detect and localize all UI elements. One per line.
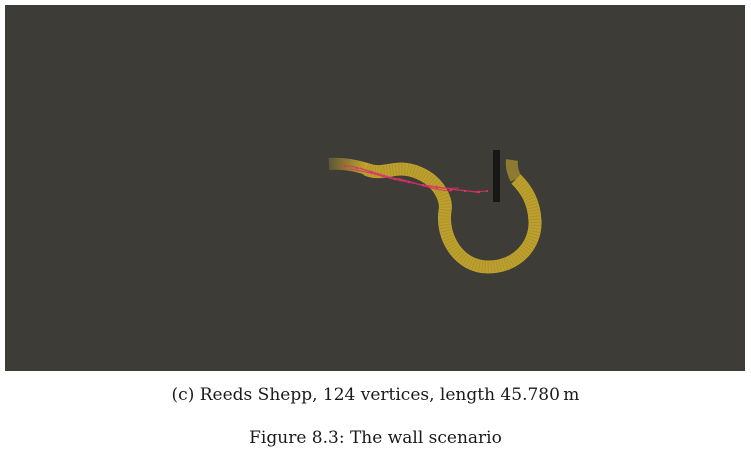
vehicle-path-texture [363,163,541,273]
wall-obstacle [493,150,500,202]
scenario-plot [5,5,745,371]
vehicle-path-faded-start [328,157,369,175]
vehicle-path [363,162,542,274]
subfigure-caption: (c) Reeds Shepp, 124 vertices, length 45… [171,385,580,405]
figure-caption: Figure 8.3: The wall scenario [249,428,502,448]
search-tree-nodes [343,164,489,194]
scenario-canvas [328,150,542,274]
vehicle-path-end [505,159,522,182]
